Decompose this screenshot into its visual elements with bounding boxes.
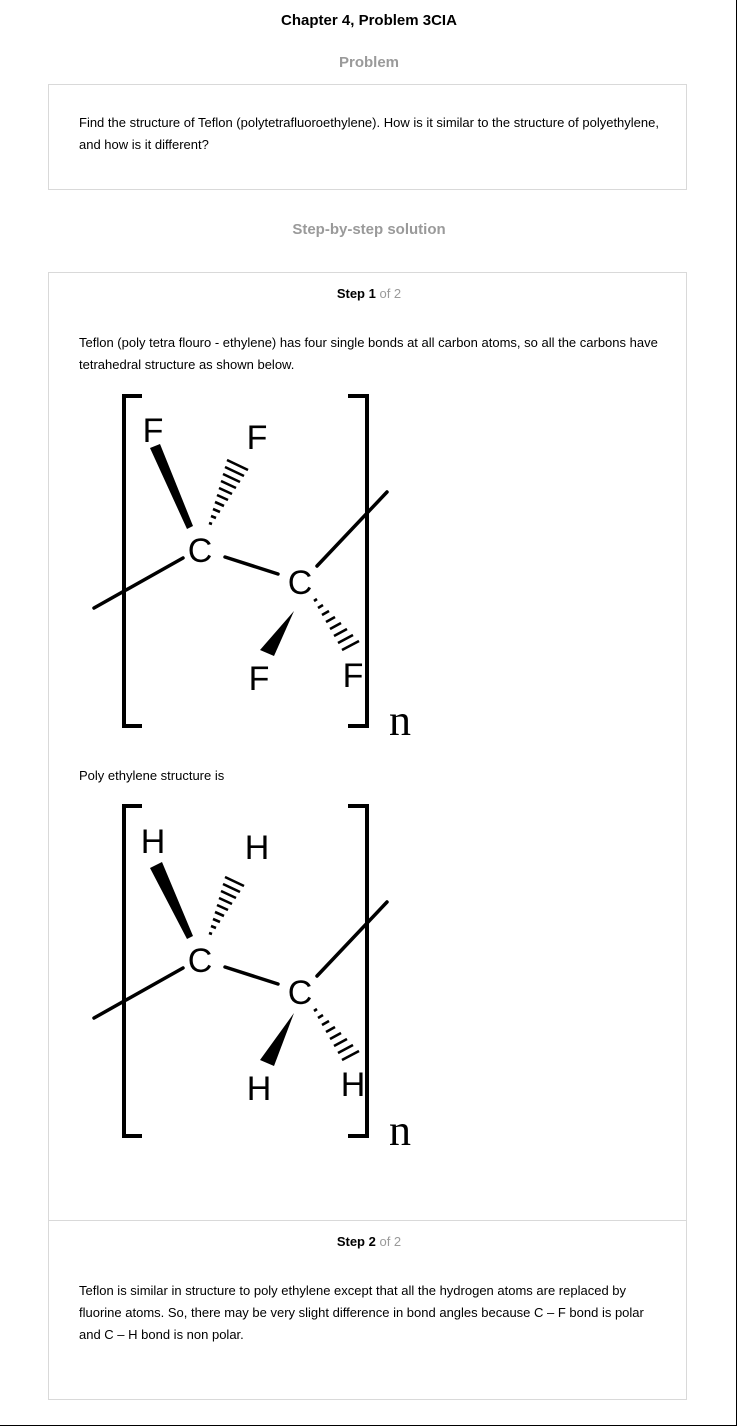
left-chain-bond: [92, 966, 185, 1020]
step-2-number: Step 2: [336, 1234, 376, 1249]
step-2-total: of 2: [379, 1234, 402, 1249]
substituent-atom: H: [341, 1066, 366, 1104]
wedge-bond: [260, 1013, 294, 1066]
substituent-atom: F: [247, 419, 268, 457]
carbon-atom-1: C: [188, 532, 213, 570]
carbon-atom-1: C: [188, 942, 213, 980]
repeat-unit-n: n: [389, 1106, 411, 1155]
substituent-atom: H: [247, 1070, 272, 1108]
carbon-atom-2: C: [288, 564, 313, 602]
wedge-bond: [150, 862, 193, 939]
page-title: Chapter 4, Problem 3CIA: [281, 12, 457, 29]
substituent-atom: H: [141, 823, 166, 861]
problem-box: [48, 84, 687, 190]
step-2-label: Step 2 of 2: [0, 1234, 738, 1249]
right-bracket: [348, 804, 369, 1138]
right-chain-bond: [315, 490, 389, 568]
step-2-text: Teflon is similar in structure to poly e…: [79, 1283, 644, 1342]
right-chain-bond: [315, 900, 389, 978]
problem-text: Find the structure of Teflon (polytetraf…: [79, 115, 659, 152]
substituent-atom: F: [343, 657, 364, 695]
substituent-atom: H: [245, 829, 270, 867]
step-1-total: of 2: [379, 286, 402, 301]
substituent-atom: F: [249, 660, 270, 698]
left-bracket: [122, 804, 142, 1138]
c-c-bond: [223, 965, 280, 986]
substituent-atom: F: [143, 412, 164, 450]
polyethylene-structure-diagram: C C H H H H n: [92, 804, 411, 1155]
solution-heading: Step-by-step solution: [292, 221, 446, 238]
c-c-bond: [223, 555, 280, 576]
repeat-unit-n: n: [389, 696, 411, 745]
right-bracket: [348, 394, 369, 728]
problem-heading: Problem: [338, 54, 399, 71]
step-1-label: Step 1 of 2: [0, 286, 738, 301]
wedge-bond: [260, 611, 294, 656]
wedge-bond: [150, 444, 193, 529]
step-1-text-2: Poly ethylene structure is: [79, 768, 225, 783]
step-divider: [48, 1220, 687, 1221]
step-1-number: Step 1: [336, 286, 376, 301]
left-chain-bond: [92, 556, 185, 610]
teflon-structure-diagram: C C F F F F n: [92, 394, 411, 745]
left-bracket: [122, 394, 142, 728]
carbon-atom-2: C: [288, 974, 313, 1012]
step-1-text: Teflon (poly tetra flouro - ethylene) ha…: [79, 335, 658, 372]
